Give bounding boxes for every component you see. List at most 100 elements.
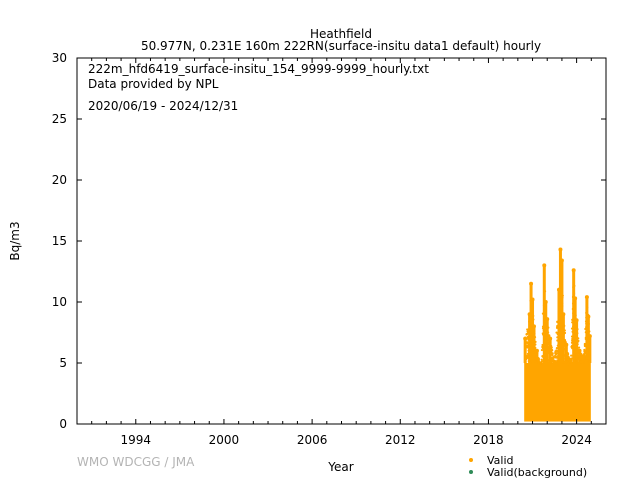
valid-point bbox=[526, 352, 530, 355]
valid-point bbox=[561, 328, 564, 332]
y-tick-label: 0 bbox=[59, 417, 67, 431]
y-tick-label: 10 bbox=[52, 295, 67, 309]
valid-point bbox=[530, 304, 533, 307]
x-tick-label: 2012 bbox=[385, 433, 416, 447]
y-tick-label: 15 bbox=[52, 234, 67, 248]
valid-point bbox=[575, 323, 578, 327]
valid-point bbox=[535, 358, 538, 361]
valid-point bbox=[534, 346, 537, 350]
valid-point bbox=[552, 355, 555, 358]
valid-point bbox=[565, 346, 568, 350]
valid-point bbox=[544, 336, 547, 339]
valid-point bbox=[572, 350, 575, 353]
valid-point bbox=[528, 351, 531, 354]
info-period: 2020/06/19 - 2024/12/31 bbox=[88, 99, 238, 113]
valid-point bbox=[585, 311, 588, 315]
valid-point bbox=[537, 357, 540, 360]
valid-point bbox=[540, 348, 544, 352]
valid-point bbox=[585, 325, 588, 329]
valid-point bbox=[561, 302, 564, 305]
valid-point bbox=[547, 331, 550, 334]
valid-point bbox=[545, 325, 548, 328]
valid-point bbox=[573, 323, 577, 326]
valid-point bbox=[577, 337, 580, 340]
valid-point bbox=[556, 320, 559, 323]
valid-point bbox=[532, 314, 535, 317]
x-tick-label: 2006 bbox=[297, 433, 328, 447]
valid-point bbox=[546, 333, 550, 337]
valid-point bbox=[542, 304, 546, 307]
valid-point bbox=[550, 346, 553, 349]
valid-peak-point bbox=[577, 348, 582, 353]
valid-point bbox=[556, 324, 559, 328]
valid-point bbox=[588, 355, 591, 358]
valid-peak-point bbox=[556, 287, 561, 292]
valid-point bbox=[555, 346, 558, 350]
valid-point bbox=[557, 335, 560, 339]
valid-point bbox=[572, 312, 575, 315]
valid-point bbox=[563, 354, 567, 357]
valid-point bbox=[532, 318, 535, 321]
valid-point bbox=[527, 331, 530, 334]
valid-peak-column bbox=[561, 314, 565, 363]
valid-point bbox=[533, 330, 536, 333]
valid-point bbox=[574, 314, 577, 317]
valid-point bbox=[584, 336, 587, 339]
valid-point bbox=[570, 354, 573, 357]
valid-point bbox=[572, 359, 575, 362]
data-points bbox=[523, 247, 592, 422]
valid-point bbox=[570, 357, 573, 360]
valid-peak-point bbox=[527, 312, 532, 317]
valid-point bbox=[561, 345, 564, 348]
valid-point bbox=[532, 341, 535, 344]
valid-point bbox=[567, 361, 570, 364]
valid-dense-band bbox=[524, 363, 591, 422]
valid-point bbox=[573, 329, 576, 332]
valid-point bbox=[561, 320, 564, 323]
valid-point bbox=[560, 298, 563, 301]
valid-point bbox=[534, 340, 537, 343]
valid-point bbox=[573, 311, 577, 314]
valid-point bbox=[575, 330, 578, 333]
valid-point bbox=[559, 274, 562, 277]
valid-point bbox=[544, 343, 547, 347]
x-tick-label: 2018 bbox=[473, 433, 504, 447]
valid-point bbox=[572, 325, 575, 328]
valid-peak-point bbox=[534, 348, 539, 353]
valid-point bbox=[543, 323, 546, 327]
valid-point bbox=[588, 360, 591, 363]
valid-point bbox=[583, 351, 587, 354]
valid-point bbox=[556, 359, 559, 362]
valid-point bbox=[576, 358, 579, 361]
valid-point bbox=[530, 360, 533, 363]
valid-point bbox=[587, 342, 590, 345]
valid-point bbox=[587, 356, 590, 360]
valid-point bbox=[563, 329, 566, 332]
valid-point bbox=[585, 344, 589, 347]
valid-peak-point bbox=[529, 281, 534, 286]
watermark: WMO WDCGG / JMA bbox=[77, 455, 195, 469]
valid-point bbox=[570, 335, 574, 338]
valid-point bbox=[526, 345, 529, 348]
valid-point bbox=[551, 358, 554, 361]
valid-point bbox=[557, 344, 560, 347]
valid-point bbox=[526, 328, 529, 331]
valid-point bbox=[545, 338, 548, 341]
valid-point bbox=[547, 358, 550, 362]
valid-point bbox=[561, 339, 565, 342]
valid-point bbox=[530, 310, 533, 313]
valid-point bbox=[565, 357, 568, 360]
valid-point bbox=[527, 359, 530, 363]
valid-point bbox=[558, 349, 562, 352]
legend-valid-label: Valid bbox=[487, 454, 514, 467]
valid-point bbox=[561, 310, 564, 313]
valid-point bbox=[530, 322, 533, 325]
valid-point bbox=[532, 357, 536, 360]
valid-point bbox=[547, 351, 550, 354]
valid-point bbox=[580, 353, 583, 356]
valid-point bbox=[530, 344, 533, 347]
valid-point bbox=[585, 306, 588, 309]
valid-point bbox=[527, 338, 531, 341]
valid-point bbox=[529, 342, 532, 345]
legend-background-marker bbox=[469, 470, 473, 474]
